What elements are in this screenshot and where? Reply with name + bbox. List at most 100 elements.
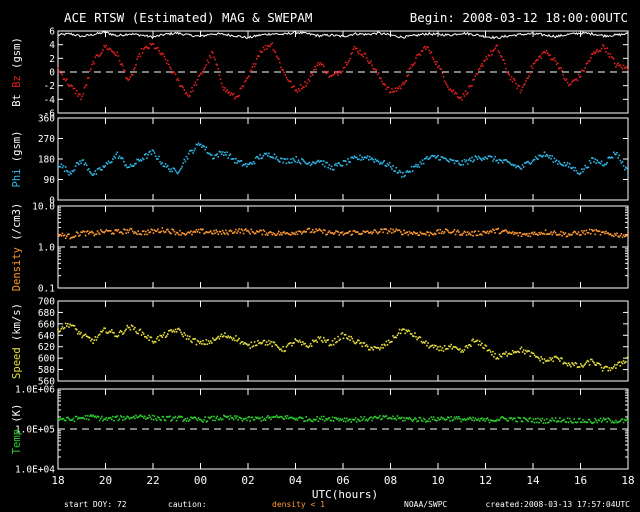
data-point-temp <box>361 419 363 422</box>
data-point-speed <box>327 339 329 341</box>
data-point-density <box>489 229 492 232</box>
created-time: created:2008-03-13 17:57:04UTC <box>486 500 631 509</box>
data-point-phi <box>221 151 224 153</box>
data-point-phi <box>119 157 122 160</box>
data-point-bz <box>137 55 139 58</box>
data-point-bz <box>597 51 600 53</box>
data-point-temp <box>151 414 154 417</box>
data-point-speed <box>373 345 376 348</box>
data-point-density <box>227 233 229 236</box>
data-point-bz <box>319 62 322 64</box>
data-point-temp <box>622 421 625 424</box>
data-point-temp <box>529 417 532 419</box>
data-point-phi <box>149 150 152 153</box>
data-point-bz <box>555 63 558 66</box>
data-point-density <box>160 230 162 233</box>
data-point-bz <box>621 68 624 70</box>
data-point-phi <box>172 167 175 169</box>
data-point-density <box>586 232 589 234</box>
data-point-density <box>175 231 178 234</box>
data-point-density <box>370 231 372 233</box>
data-point-phi <box>96 168 99 170</box>
data-point-speed <box>352 340 355 343</box>
data-point-temp <box>185 420 188 422</box>
data-point-speed <box>391 340 393 343</box>
data-point-density <box>294 233 296 236</box>
data-point-phi <box>81 159 83 162</box>
data-point-density <box>91 230 93 233</box>
data-point-speed <box>212 337 214 340</box>
data-point-density <box>223 231 225 234</box>
data-point-bz <box>112 51 114 53</box>
data-point-density <box>116 230 119 232</box>
data-point-bz <box>219 78 222 81</box>
data-point-density <box>465 234 468 236</box>
data-point-phi <box>415 163 417 166</box>
data-point-phi <box>344 160 347 162</box>
data-point-speed <box>525 349 527 352</box>
data-point-temp <box>228 418 231 420</box>
data-point-speed <box>58 331 60 333</box>
data-point-temp <box>421 420 424 423</box>
data-point-phi <box>399 171 402 174</box>
data-point-temp <box>471 419 473 421</box>
data-point-speed <box>296 340 299 342</box>
data-point-temp <box>216 415 218 418</box>
data-point-bz <box>536 59 538 61</box>
data-point-bz <box>476 73 479 75</box>
data-point-phi <box>617 157 619 159</box>
data-point-speed <box>107 331 110 334</box>
data-point-temp <box>235 417 237 419</box>
data-point-phi <box>305 162 307 165</box>
data-point-bz <box>114 53 116 56</box>
data-point-phi <box>162 165 165 167</box>
data-point-speed <box>584 363 586 365</box>
data-point-phi <box>176 172 179 175</box>
data-point-phi <box>207 152 210 155</box>
data-point-temp <box>254 416 257 419</box>
data-point-speed <box>303 343 305 345</box>
data-point-density <box>323 229 325 231</box>
data-point-phi <box>528 162 530 164</box>
data-point-density <box>159 231 161 234</box>
source-label: NOAA/SWPC <box>404 500 448 509</box>
data-point-bz <box>80 98 82 101</box>
data-point-density <box>280 232 282 234</box>
data-point-bz <box>431 56 434 59</box>
data-point-temp <box>567 421 570 424</box>
data-point-density <box>526 232 528 235</box>
data-point-density <box>531 231 534 234</box>
data-point-speed <box>61 326 64 328</box>
data-point-speed <box>450 343 452 346</box>
data-point-speed <box>581 365 583 367</box>
data-point-phi <box>301 158 303 160</box>
data-point-temp <box>589 421 592 423</box>
data-point-temp <box>162 416 165 418</box>
data-point-density <box>369 232 371 234</box>
data-point-phi <box>203 145 205 148</box>
data-point-speed <box>154 341 157 343</box>
data-point-phi <box>142 158 145 161</box>
data-point-phi <box>543 151 546 153</box>
data-point-speed <box>364 345 367 347</box>
data-point-temp <box>122 419 124 421</box>
data-point-phi <box>215 154 217 156</box>
data-point-bz <box>256 58 258 60</box>
data-point-temp <box>129 417 132 419</box>
data-point-phi <box>66 169 68 172</box>
data-point-speed <box>361 345 363 348</box>
data-point-speed <box>586 359 589 362</box>
data-point-speed <box>230 337 233 339</box>
data-point-phi <box>384 164 387 167</box>
data-point-phi <box>217 156 220 158</box>
data-point-temp <box>157 416 159 418</box>
data-point-density <box>521 233 524 236</box>
data-point-speed <box>612 366 615 368</box>
data-point-phi <box>549 154 551 157</box>
data-point-bz <box>285 76 288 79</box>
data-point-temp <box>59 418 61 421</box>
data-point-bz <box>223 89 225 91</box>
data-point-density <box>443 231 446 233</box>
data-point-speed <box>91 338 93 340</box>
